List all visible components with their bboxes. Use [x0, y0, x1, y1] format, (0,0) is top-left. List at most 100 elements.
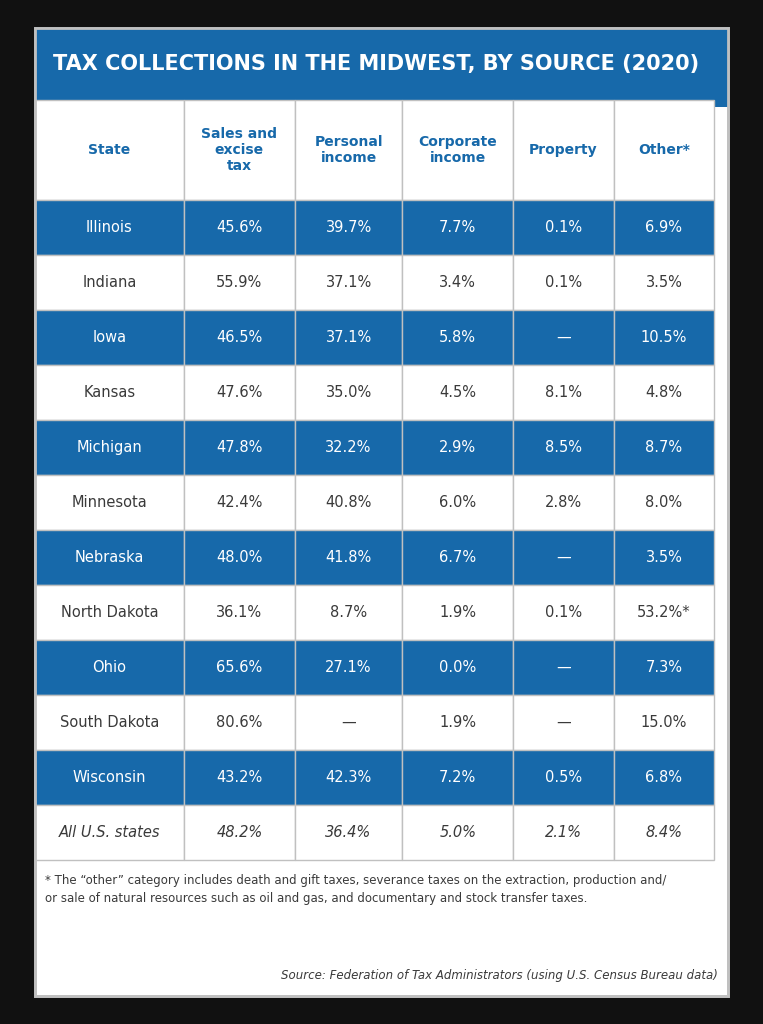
Text: 7.2%: 7.2% — [439, 770, 476, 785]
Text: 2.8%: 2.8% — [545, 495, 582, 510]
Bar — [402, 695, 513, 750]
Bar — [35, 805, 184, 860]
Bar — [35, 200, 184, 255]
Text: 10.5%: 10.5% — [641, 330, 687, 345]
Bar — [402, 200, 513, 255]
Text: All U.S. states: All U.S. states — [59, 825, 160, 840]
Text: —: — — [556, 660, 571, 675]
Text: 41.8%: 41.8% — [326, 550, 372, 565]
Bar — [35, 255, 184, 310]
Text: 15.0%: 15.0% — [641, 715, 687, 730]
Text: 37.1%: 37.1% — [326, 330, 372, 345]
Text: Iowa: Iowa — [92, 330, 127, 345]
Bar — [513, 805, 613, 860]
Text: 8.7%: 8.7% — [645, 440, 682, 455]
Text: 0.5%: 0.5% — [545, 770, 582, 785]
Bar — [513, 420, 613, 475]
Bar — [402, 585, 513, 640]
Text: 0.0%: 0.0% — [439, 660, 476, 675]
Text: 2.9%: 2.9% — [439, 440, 476, 455]
Text: 8.5%: 8.5% — [545, 440, 582, 455]
Text: 39.7%: 39.7% — [326, 220, 372, 234]
Text: 7.3%: 7.3% — [645, 660, 682, 675]
Bar — [613, 310, 714, 365]
Text: 5.8%: 5.8% — [439, 330, 476, 345]
Text: 32.2%: 32.2% — [325, 440, 372, 455]
Text: Michigan: Michigan — [76, 440, 143, 455]
Bar — [513, 310, 613, 365]
Text: or sale of natural resources such as oil and gas, and documentary and stock tran: or sale of natural resources such as oil… — [45, 892, 588, 905]
Bar — [295, 805, 402, 860]
Bar — [184, 530, 295, 585]
Text: Source: Federation of Tax Administrators (using U.S. Census Bureau data): Source: Federation of Tax Administrators… — [281, 969, 718, 982]
Text: 2.1%: 2.1% — [545, 825, 582, 840]
Text: Sales and
excise
tax: Sales and excise tax — [201, 127, 278, 173]
Text: Personal
income: Personal income — [314, 135, 383, 165]
Bar — [295, 695, 402, 750]
Text: 6.7%: 6.7% — [439, 550, 476, 565]
Bar — [402, 365, 513, 420]
Bar — [295, 640, 402, 695]
Bar — [513, 585, 613, 640]
Bar — [184, 695, 295, 750]
Bar — [613, 585, 714, 640]
Text: 4.8%: 4.8% — [645, 385, 682, 400]
Bar — [35, 100, 184, 200]
Text: North Dakota: North Dakota — [61, 605, 158, 620]
Text: 42.3%: 42.3% — [326, 770, 372, 785]
Text: 47.6%: 47.6% — [216, 385, 262, 400]
Text: Minnesota: Minnesota — [72, 495, 147, 510]
Text: 46.5%: 46.5% — [216, 330, 262, 345]
Text: 3.5%: 3.5% — [645, 275, 682, 290]
Bar — [184, 750, 295, 805]
Bar — [613, 420, 714, 475]
Text: Other*: Other* — [638, 143, 690, 157]
Text: Indiana: Indiana — [82, 275, 137, 290]
Bar — [513, 475, 613, 530]
Text: Kansas: Kansas — [83, 385, 136, 400]
Bar — [35, 585, 184, 640]
Text: 5.0%: 5.0% — [439, 825, 476, 840]
Text: 43.2%: 43.2% — [216, 770, 262, 785]
Text: 8.7%: 8.7% — [330, 605, 367, 620]
Text: Nebraska: Nebraska — [75, 550, 144, 565]
Bar — [184, 640, 295, 695]
Bar — [402, 475, 513, 530]
Text: 6.0%: 6.0% — [439, 495, 476, 510]
Bar — [402, 640, 513, 695]
Text: 8.4%: 8.4% — [645, 825, 682, 840]
Bar — [613, 530, 714, 585]
Bar — [184, 365, 295, 420]
Text: 35.0%: 35.0% — [326, 385, 372, 400]
Text: 53.2%*: 53.2%* — [637, 605, 691, 620]
Text: 3.5%: 3.5% — [645, 550, 682, 565]
Text: 1.9%: 1.9% — [439, 715, 476, 730]
Bar — [35, 420, 184, 475]
Bar — [402, 310, 513, 365]
Bar — [513, 695, 613, 750]
Bar — [295, 530, 402, 585]
Text: 55.9%: 55.9% — [216, 275, 262, 290]
Text: 47.8%: 47.8% — [216, 440, 262, 455]
Bar — [295, 585, 402, 640]
Bar — [184, 255, 295, 310]
Bar — [35, 750, 184, 805]
Text: * The “other” category includes death and gift taxes, severance taxes on the ext: * The “other” category includes death an… — [45, 874, 666, 887]
Bar — [295, 100, 402, 200]
Text: 4.5%: 4.5% — [439, 385, 476, 400]
Bar — [402, 750, 513, 805]
Text: 6.9%: 6.9% — [645, 220, 682, 234]
Text: 27.1%: 27.1% — [325, 660, 372, 675]
Bar — [613, 695, 714, 750]
Text: State: State — [89, 143, 130, 157]
Bar — [35, 695, 184, 750]
Text: 80.6%: 80.6% — [216, 715, 262, 730]
Bar — [184, 805, 295, 860]
Bar — [295, 750, 402, 805]
Text: 0.1%: 0.1% — [545, 275, 582, 290]
Bar — [513, 100, 613, 200]
Text: 45.6%: 45.6% — [216, 220, 262, 234]
Bar — [513, 255, 613, 310]
Text: —: — — [556, 715, 571, 730]
Text: 65.6%: 65.6% — [216, 660, 262, 675]
